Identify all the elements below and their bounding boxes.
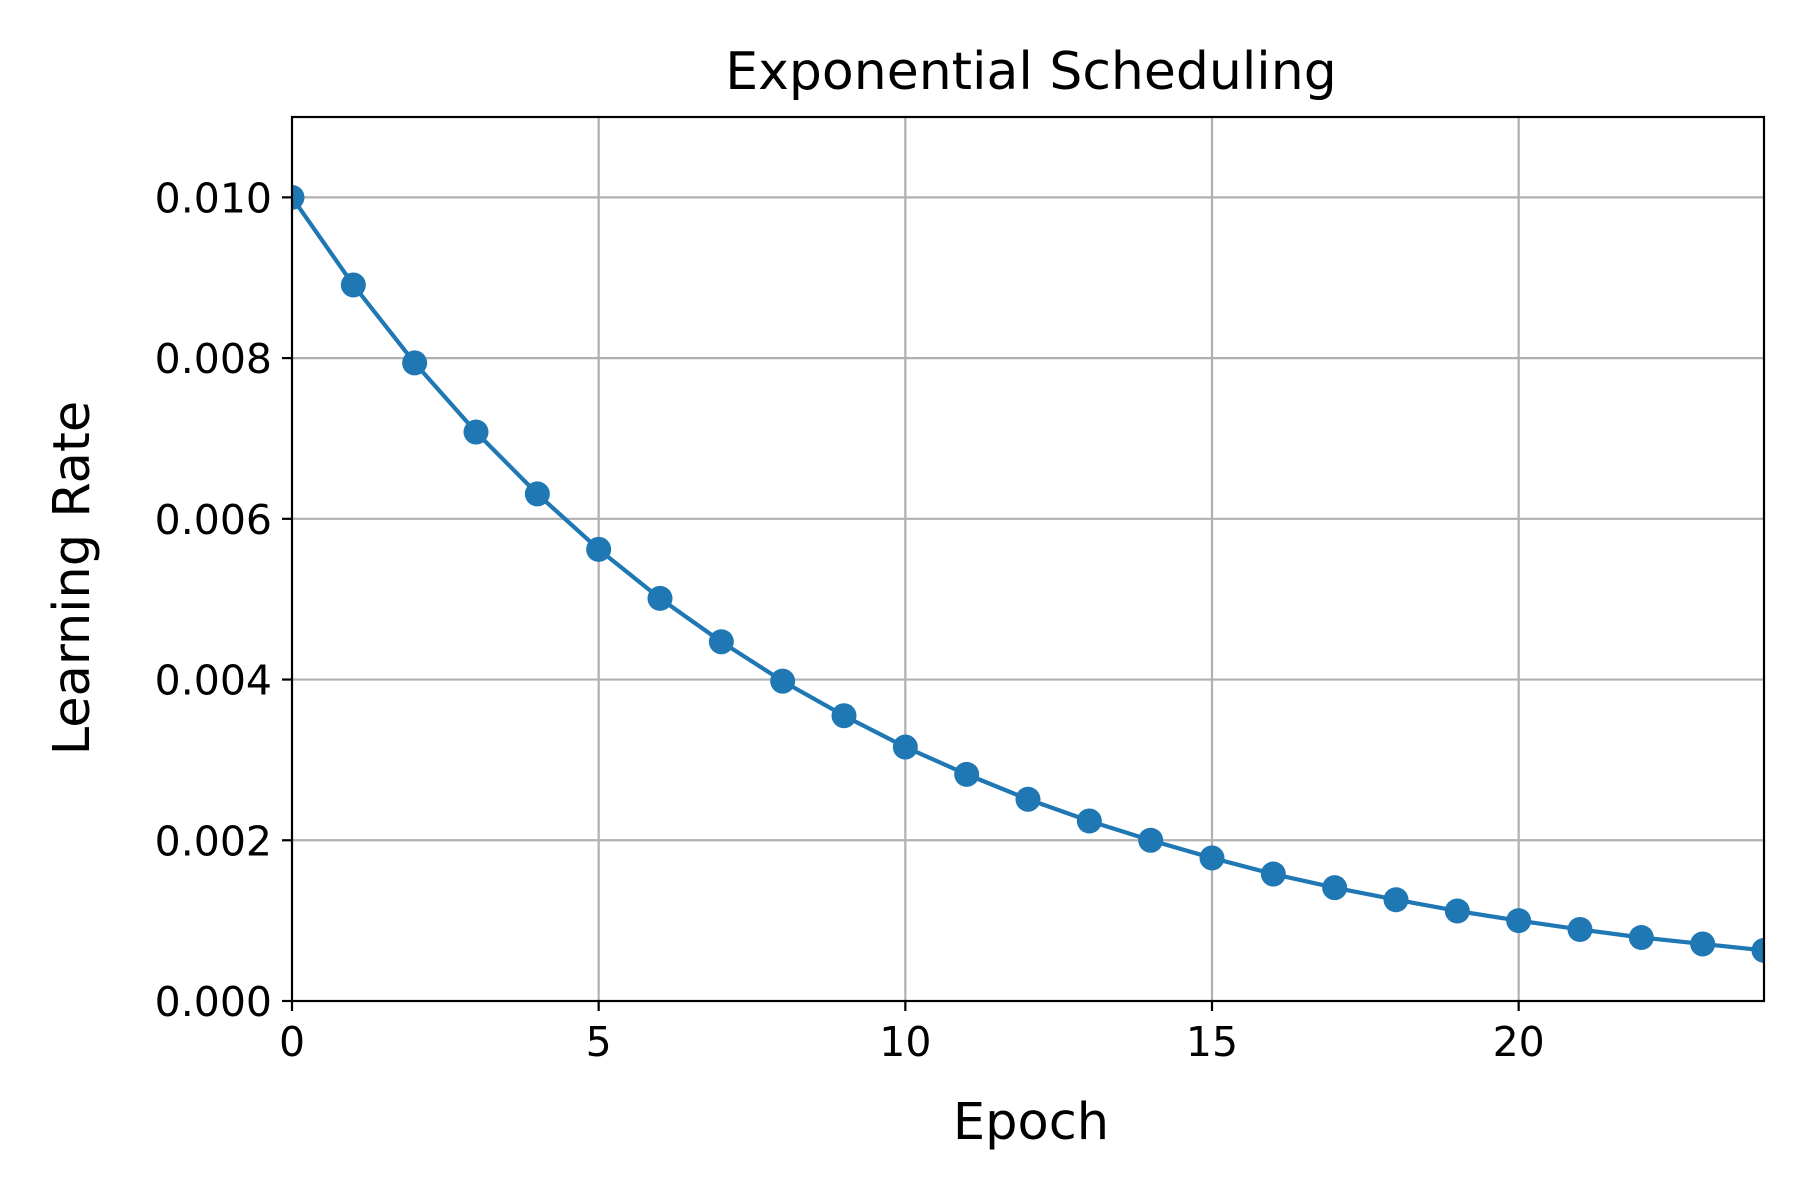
data-point	[954, 761, 980, 787]
y-tick-label: 0.004	[155, 657, 272, 705]
data-point	[1506, 908, 1532, 934]
x-tick-label: 20	[1493, 1018, 1545, 1066]
y-axis-ticks: 0.000 0.002 0.004 0.006 0.008 0.010	[155, 174, 292, 1026]
data-point	[1199, 845, 1225, 871]
y-tick-label: 0.002	[155, 817, 272, 865]
x-axis-ticks: 0 5 10 15 20	[279, 1001, 1545, 1066]
x-tick-label: 0	[279, 1018, 305, 1066]
series-line	[292, 195, 1764, 953]
y-tick-label: 0.010	[155, 174, 272, 222]
data-point	[708, 629, 734, 655]
x-tick-label: 5	[586, 1018, 612, 1066]
data-point	[1015, 786, 1041, 812]
data-point	[647, 585, 673, 611]
data-point	[402, 350, 428, 376]
data-point	[1628, 925, 1654, 951]
data-point	[892, 734, 918, 760]
y-tick-label: 0.000	[155, 978, 272, 1026]
data-point	[1567, 916, 1593, 942]
x-tick-label: 15	[1186, 1018, 1238, 1066]
data-point	[1076, 808, 1102, 834]
data-point	[340, 272, 366, 298]
data-point	[1444, 898, 1470, 924]
data-point	[1383, 887, 1409, 913]
chart-title: Exponential Scheduling	[725, 42, 1336, 102]
data-point	[586, 536, 612, 562]
data-point	[524, 481, 550, 507]
data-point	[1260, 861, 1286, 887]
series-layer	[292, 184, 1764, 963]
series-0	[292, 184, 1764, 963]
data-point	[1322, 875, 1348, 901]
data-point	[463, 419, 489, 445]
x-tick-label: 10	[879, 1018, 931, 1066]
y-tick-label: 0.006	[155, 496, 272, 544]
data-point	[1751, 937, 1764, 963]
data-point	[1690, 931, 1716, 957]
data-point	[831, 703, 857, 729]
grid-lines	[292, 117, 1764, 1001]
data-point	[1138, 827, 1164, 853]
axes-frame-layer	[290, 115, 1766, 1003]
y-tick-label: 0.008	[155, 335, 272, 383]
data-point	[292, 184, 305, 210]
y-axis-label: Learning Rate	[43, 401, 102, 756]
axes-frame	[290, 115, 1766, 1003]
x-axis-label: Epoch	[953, 1093, 1109, 1152]
data-point	[770, 668, 796, 694]
